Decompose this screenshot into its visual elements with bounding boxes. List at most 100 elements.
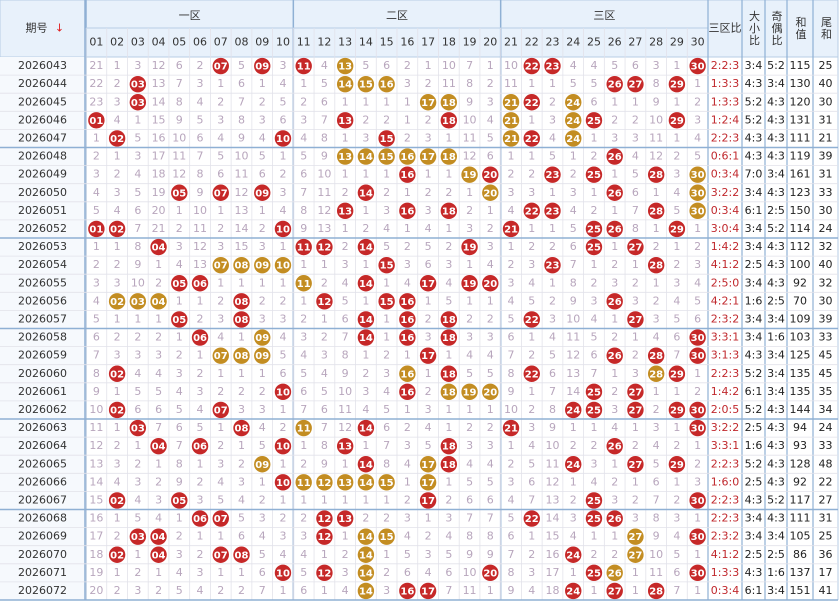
ball — [295, 57, 312, 75]
miss-count: 4 — [528, 276, 535, 289]
ball — [274, 564, 292, 582]
ball — [316, 564, 333, 582]
ball-number: 27 — [628, 315, 642, 326]
miss-count: 1 — [279, 457, 286, 470]
ball — [316, 528, 333, 545]
ball — [254, 256, 271, 274]
miss-count: 1 — [445, 475, 452, 488]
ball-number: 18 — [442, 152, 456, 163]
miss-count: 15 — [89, 493, 103, 506]
miss-count: 3 — [508, 475, 515, 488]
miss-count: 1 — [466, 186, 473, 199]
miss-count: 9 — [197, 186, 204, 199]
ball-number: 18 — [442, 369, 456, 380]
stat-value: 4:3 — [767, 403, 785, 416]
stat-value: 128 — [790, 457, 811, 470]
ball-number: 27 — [628, 460, 642, 471]
stat-value: 111 — [790, 131, 811, 144]
ball-number: 21 — [504, 98, 518, 109]
miss-count: 9 — [653, 530, 660, 543]
miss-count: 5 — [279, 95, 286, 108]
miss-count: 5 — [134, 131, 141, 144]
ball-number: 28 — [649, 261, 663, 272]
miss-count: 3 — [653, 421, 660, 434]
stat-value: 3:1:3 — [711, 349, 739, 362]
miss-count: 11 — [338, 403, 352, 416]
miss-count: 5 — [590, 77, 597, 90]
miss-count: 11 — [463, 131, 477, 144]
stat-value: 3:4 — [745, 186, 763, 199]
ball-number: 24 — [566, 460, 580, 471]
miss-count: 2 — [114, 168, 121, 181]
miss-count: 3 — [197, 493, 204, 506]
miss-count: 4 — [528, 584, 535, 597]
miss-count: 1 — [404, 113, 411, 126]
ball-number: 02 — [110, 297, 124, 308]
ball-number: 16 — [400, 387, 414, 398]
miss-count: 1 — [694, 584, 701, 597]
miss-count: 2 — [590, 204, 597, 217]
miss-count: 1 — [632, 95, 639, 108]
miss-count: 3 — [653, 59, 660, 72]
miss-count: 1 — [300, 258, 307, 271]
miss-count: 1 — [487, 59, 494, 72]
miss-count: 1 — [673, 475, 680, 488]
miss-count: 1 — [362, 168, 369, 181]
ball-number: 15 — [359, 80, 373, 91]
ball-number: 05 — [172, 188, 186, 199]
ball-number: 14 — [359, 478, 373, 489]
ball-number: 25 — [587, 514, 601, 525]
miss-count: 4 — [217, 331, 224, 344]
miss-count: 1 — [155, 258, 162, 271]
ball-number: 29 — [670, 369, 684, 380]
miss-count: 4 — [466, 349, 473, 362]
miss-count: 19 — [89, 566, 103, 579]
miss-count: 3 — [694, 258, 701, 271]
stat-value: 25 — [819, 530, 833, 543]
ball — [357, 329, 375, 346]
ball — [461, 275, 478, 292]
ball — [482, 275, 499, 292]
miss-count: 2 — [632, 439, 639, 452]
miss-count: 1 — [176, 331, 183, 344]
stat-value: 135 — [790, 385, 811, 398]
miss-count: 3 — [114, 95, 121, 108]
miss-count: 6 — [694, 312, 701, 325]
stat-value: 4:3 — [767, 457, 785, 470]
period: 2026071 — [18, 566, 67, 579]
column-number: 18 — [442, 36, 456, 49]
miss-count: 1 — [217, 77, 224, 90]
period: 2026051 — [18, 204, 67, 217]
ball — [689, 419, 706, 437]
miss-count: 4 — [176, 385, 183, 398]
miss-count: 2 — [673, 258, 680, 271]
miss-count: 5 — [528, 457, 535, 470]
miss-count: 4 — [134, 168, 141, 181]
miss-count: 4 — [197, 584, 204, 597]
stat-value: 41 — [819, 584, 833, 597]
miss-count: 1 — [134, 439, 141, 452]
miss-count: 4 — [321, 59, 328, 72]
miss-count: 5 — [383, 403, 390, 416]
ball-number: 25 — [587, 170, 601, 181]
miss-count: 2 — [114, 530, 121, 543]
stat-header: 奇偶比 — [770, 10, 783, 46]
column-number: 29 — [670, 36, 684, 49]
miss-count: 5 — [425, 240, 432, 253]
ball — [129, 293, 147, 310]
stat-header: 和值 — [794, 16, 807, 40]
ball — [565, 401, 582, 419]
column-number: 05 — [172, 36, 186, 49]
ball — [357, 564, 375, 582]
ball-number: 14 — [359, 460, 373, 471]
miss-count: 2 — [570, 439, 577, 452]
stat-value: 4:3 — [767, 475, 785, 488]
ball-number: 10 — [276, 478, 290, 489]
miss-count: 5 — [383, 240, 390, 253]
ball — [523, 202, 540, 220]
miss-count: 1 — [321, 258, 328, 271]
stat-value: 3:4 — [767, 385, 785, 398]
miss-count: 3 — [321, 349, 328, 362]
column-number: 12 — [317, 36, 331, 49]
period: 2026062 — [18, 403, 67, 416]
